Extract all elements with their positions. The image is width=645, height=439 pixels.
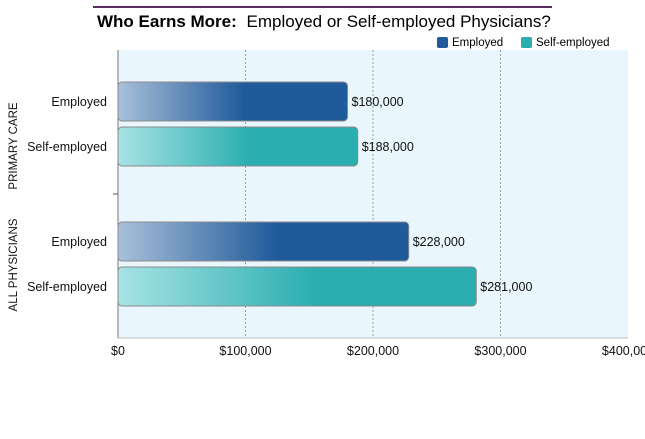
x-tick-label: $300,000 — [474, 344, 526, 358]
chart-title: Who Earns More: Employed or Self-employe… — [97, 12, 551, 31]
chart-title-bold: Who Earns More: — [97, 12, 237, 31]
bar-self-employed — [117, 266, 477, 307]
category-label: Employed — [51, 235, 107, 249]
bar-employed — [117, 81, 348, 122]
x-tick-label: $400,000 — [602, 344, 645, 358]
legend-label-self-employed: Self-employed — [536, 37, 610, 49]
bar-employed — [117, 221, 410, 262]
data-label: $188,000 — [362, 140, 414, 154]
x-tick-label: $0 — [111, 344, 125, 358]
data-label: $281,000 — [480, 280, 532, 294]
legend-swatch-employed — [437, 37, 448, 48]
legend-swatch-self-employed — [521, 37, 532, 48]
legend-label-employed: Employed — [452, 37, 503, 49]
group-label: PRIMARY CARE — [8, 102, 20, 189]
labels: $0 $100,000 $200,000 $300,000 $400,000 PRIMAR… — [8, 95, 645, 358]
bar-self-employed — [117, 126, 359, 167]
x-tick-label: $100,000 — [219, 344, 271, 358]
bars — [117, 81, 477, 307]
chart-title-rest: Employed or Self-employed Physicians? — [247, 12, 551, 31]
group-label: ALL PHYSICIANS — [8, 218, 20, 311]
category-label: Employed — [51, 95, 107, 109]
data-label: $228,000 — [413, 235, 465, 249]
data-label: $180,000 — [352, 95, 404, 109]
category-label: Self-employed — [27, 140, 107, 154]
category-label: Self-employed — [27, 280, 107, 294]
x-tick-label: $200,000 — [347, 344, 399, 358]
legend: Employed Self-employed — [437, 37, 610, 49]
